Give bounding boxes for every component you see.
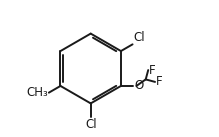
Text: Cl: Cl	[134, 31, 145, 44]
Text: F: F	[156, 75, 162, 88]
Text: CH₃: CH₃	[26, 86, 48, 99]
Text: F: F	[149, 64, 155, 77]
Text: O: O	[134, 79, 143, 92]
Text: Cl: Cl	[85, 118, 97, 131]
